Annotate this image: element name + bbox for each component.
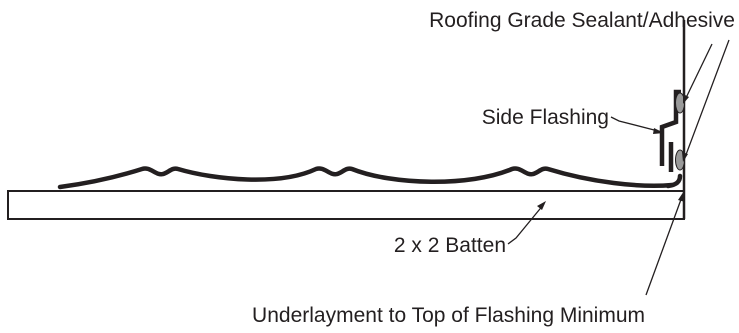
tile-end xyxy=(665,173,683,189)
side-flashing-arrowhead xyxy=(653,128,664,134)
batten-leader xyxy=(507,203,545,245)
sealant-label: Roofing Grade Sealant/Adhesive xyxy=(429,9,735,32)
roof-tile-profile xyxy=(57,166,675,190)
sealant-arrowhead-upper xyxy=(683,94,689,104)
underlayment-label: Underlayment to Top of Flashing Minimum xyxy=(252,304,645,327)
side-flashing-leader xyxy=(610,116,663,133)
batten xyxy=(7,190,685,220)
sealant-arrowhead-lower xyxy=(682,152,688,162)
batten-label: 2 x 2 Batten xyxy=(394,234,506,257)
batten-arrowhead xyxy=(537,201,546,210)
side-flashing xyxy=(659,89,681,166)
side-flashing-label: Side Flashing xyxy=(482,106,609,129)
sealant-leader-upper xyxy=(683,43,713,103)
underlayment-arrowhead xyxy=(678,191,685,202)
sealant-leader-lower xyxy=(683,39,730,161)
underlayment-leader xyxy=(645,193,684,296)
sealant-bead-upper xyxy=(675,92,685,114)
